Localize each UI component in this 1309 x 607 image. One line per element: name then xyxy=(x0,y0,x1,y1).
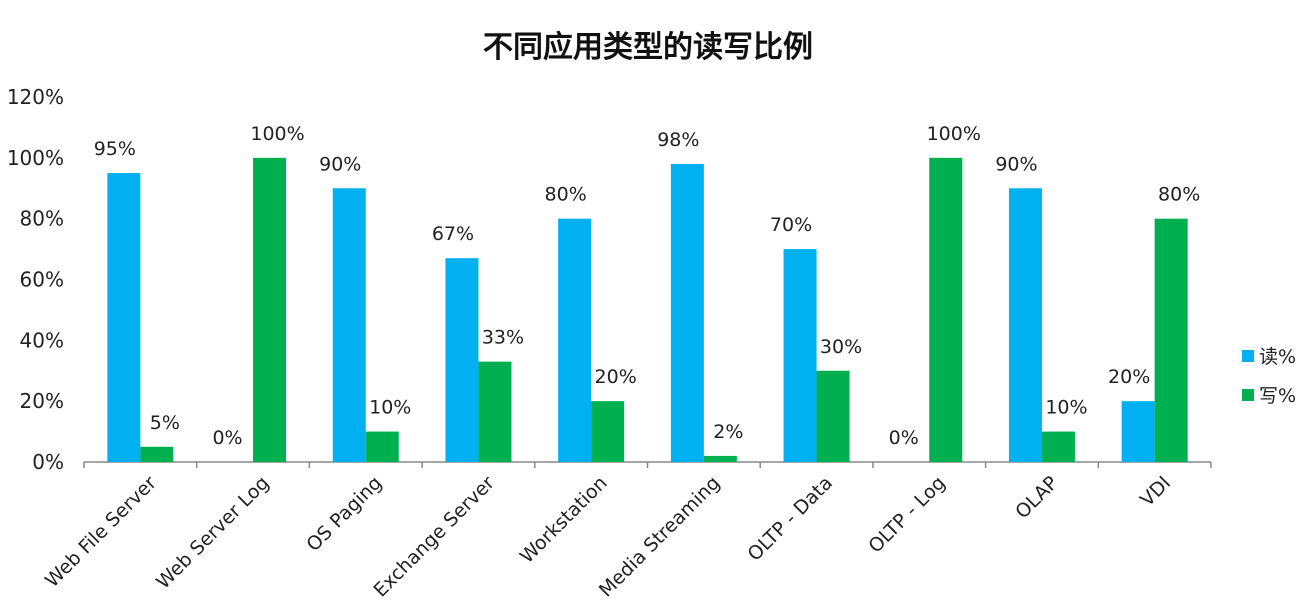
read-bar xyxy=(1121,401,1155,462)
write-data-label: 80% xyxy=(1158,184,1200,206)
write-bar xyxy=(478,361,512,462)
y-axis: 0% 20% 40% 60% 80% 100% 120% xyxy=(7,85,64,474)
legend-label-read: 读% xyxy=(1259,346,1296,368)
y-tick-label: 40% xyxy=(20,328,64,352)
write-bar xyxy=(365,431,399,462)
y-tick-label: 100% xyxy=(7,146,64,170)
read-data-label: 98% xyxy=(657,129,699,151)
read-data-label: 20% xyxy=(1108,366,1150,388)
category-label: OLAP xyxy=(1011,472,1062,523)
read-bar xyxy=(558,218,592,462)
category-label: VDI xyxy=(1136,472,1175,511)
y-tick-label: 0% xyxy=(32,450,64,474)
write-data-label: 10% xyxy=(1045,397,1087,419)
read-data-label: 0% xyxy=(212,427,242,449)
y-tick-label: 20% xyxy=(20,389,64,413)
write-data-label: 100% xyxy=(927,123,981,145)
read-data-label: 80% xyxy=(545,184,587,206)
read-bar xyxy=(332,188,366,462)
bars xyxy=(107,157,1188,463)
read-data-label: 95% xyxy=(94,138,136,160)
write-data-label: 10% xyxy=(369,397,411,419)
read-bar xyxy=(445,258,479,462)
y-tick-label: 60% xyxy=(20,268,64,292)
write-bar xyxy=(929,157,963,463)
write-data-label: 20% xyxy=(595,366,637,388)
data-labels: 95% 5% 0% 100% 90% 10% 67% 33% 80% 20% 98% 2% 70% 30%… xyxy=(94,123,1201,449)
x-axis-ticks xyxy=(83,462,1212,468)
read-bar xyxy=(107,173,141,462)
read-bar xyxy=(670,163,704,462)
write-bar xyxy=(1041,431,1075,462)
write-bar xyxy=(253,157,287,463)
legend-swatch-read xyxy=(1242,350,1254,362)
write-bar xyxy=(591,401,625,462)
category-label: Exchange Server xyxy=(369,472,499,602)
write-data-label: 30% xyxy=(820,336,862,358)
category-label: OLTP - Log xyxy=(864,472,949,557)
write-bar xyxy=(816,370,850,462)
write-bar xyxy=(140,446,174,462)
write-bar xyxy=(703,455,737,462)
write-data-label: 33% xyxy=(482,327,524,349)
legend-label-write: 写% xyxy=(1259,385,1296,407)
read-data-label: 90% xyxy=(995,153,1037,175)
legend-swatch-write xyxy=(1242,389,1254,401)
y-tick-label: 80% xyxy=(20,207,64,231)
chart-title: 不同应用类型的读写比例 xyxy=(483,30,813,65)
write-data-label: 2% xyxy=(713,421,743,443)
category-label: Web Server Log xyxy=(152,472,273,593)
category-label: OLTP - Data xyxy=(744,472,838,566)
category-label: Media Streaming xyxy=(595,472,725,602)
write-data-label: 100% xyxy=(250,123,304,145)
write-data-label: 5% xyxy=(150,412,180,434)
write-bar xyxy=(1154,218,1188,462)
category-label: Workstation xyxy=(516,472,612,568)
read-data-label: 0% xyxy=(889,427,919,449)
category-label: OS Paging xyxy=(302,472,386,556)
read-data-label: 90% xyxy=(319,153,361,175)
legend: 读% 写% xyxy=(1242,346,1296,407)
read-bar xyxy=(1008,188,1042,462)
read-bar xyxy=(783,249,817,462)
read-data-label: 70% xyxy=(770,214,812,236)
read-data-label: 67% xyxy=(432,223,474,245)
y-tick-label: 120% xyxy=(7,85,64,109)
category-label: Web File Server xyxy=(41,472,161,592)
